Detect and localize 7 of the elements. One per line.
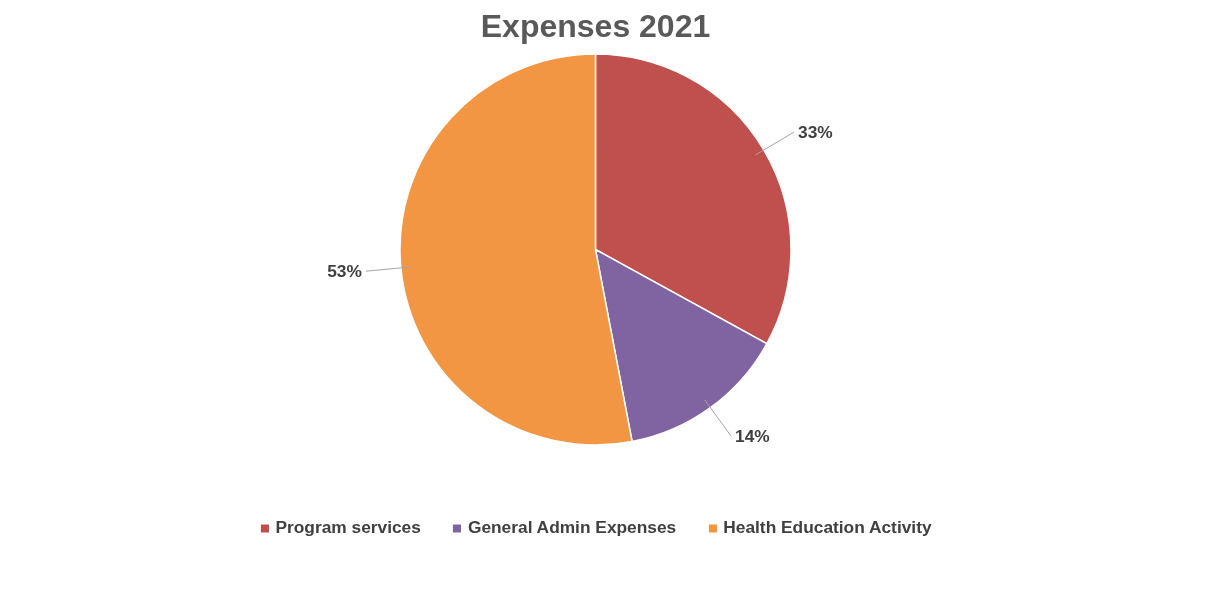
- data-label: 53%: [327, 261, 362, 282]
- data-label: 14%: [735, 426, 770, 447]
- chart-title: Expenses 2021: [480, 7, 711, 44]
- legend-label: General Admin Expenses: [467, 517, 677, 538]
- data-label: 33%: [798, 122, 833, 143]
- legend-label: Program services: [275, 517, 421, 538]
- legend-label: Health Education Activity: [723, 517, 932, 538]
